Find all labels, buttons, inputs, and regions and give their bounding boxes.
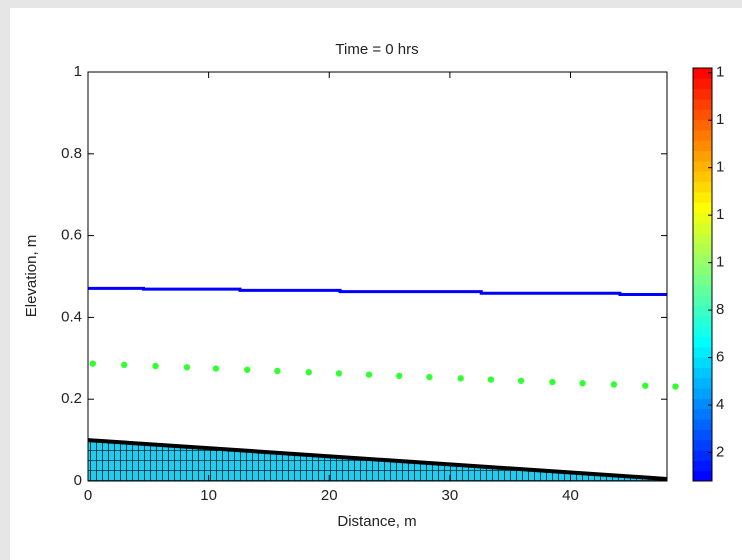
colorbar-band (693, 191, 712, 203)
colorbar-band (693, 367, 712, 379)
colorbar-band (693, 377, 712, 389)
marker (183, 364, 191, 371)
marker (365, 371, 373, 378)
colorbar-band (693, 129, 712, 141)
colorbar-band (693, 470, 712, 482)
marker (244, 366, 251, 373)
axes-box (87, 71, 668, 482)
colorbar-band (693, 202, 712, 214)
colorbar-band (693, 78, 712, 90)
colorbar-band (693, 357, 712, 368)
colorbar-tick-label: 8 (716, 301, 724, 318)
colorbar-band (693, 419, 712, 430)
y-tick-label: 1 (74, 63, 82, 80)
marker (305, 369, 312, 376)
colorbar-band (693, 119, 712, 131)
colorbar-band (693, 305, 712, 317)
marker (396, 372, 403, 380)
y-tick-label: 0 (74, 472, 82, 489)
colorbar-band (693, 346, 712, 358)
colorbar-band (693, 212, 712, 224)
water-surface-line (88, 286, 667, 296)
marker (426, 373, 433, 381)
colorbar-band (693, 429, 712, 441)
marker (274, 367, 281, 375)
colorbar-labels: 2 4 6 8 10 12 14 16 18 (716, 64, 733, 461)
x-tick-label: 20 (321, 487, 338, 504)
marker (212, 365, 220, 372)
marker (517, 377, 525, 384)
colorbar-tick-label: 10 (716, 254, 733, 271)
colorbar-tick-label: 16 (716, 111, 733, 128)
colorbar-tick-label: 14 (716, 159, 733, 176)
x-tick-label: 10 (200, 487, 217, 504)
marker (152, 362, 159, 370)
colorbar-band (693, 98, 712, 110)
y-tick-label: 0.6 (61, 227, 82, 244)
marker (487, 376, 495, 383)
colorbar-band (693, 88, 712, 100)
colorbar-tick-label: 2 (716, 443, 724, 460)
colorbar-tick-label: 12 (716, 206, 733, 223)
colorbar-band (693, 450, 712, 461)
colorbar-band (693, 408, 712, 420)
marker (610, 381, 618, 388)
x-tick-label: 0 (84, 487, 92, 504)
marker (579, 380, 586, 387)
colorbar-band (693, 140, 712, 152)
colorbar-band (693, 326, 712, 337)
marker (89, 360, 97, 367)
colorbar-band (693, 160, 712, 172)
marker (120, 361, 128, 369)
colorbar-band (693, 68, 712, 79)
colorbar-band (693, 460, 712, 472)
marker (335, 370, 343, 377)
colorbar-band (693, 295, 712, 306)
colorbar-band (693, 109, 712, 121)
colorbar-band (693, 171, 712, 183)
x-tick-label: 30 (442, 487, 459, 504)
colorbar-tick-label: 4 (716, 396, 724, 413)
colorbar-box (692, 67, 713, 482)
colorbar-band (693, 243, 712, 255)
marker (549, 378, 556, 386)
colorbar-band (693, 253, 712, 265)
colorbar-tick-label: 6 (716, 349, 724, 366)
colorbar-band (693, 439, 712, 451)
y-tick-label: 0.8 (61, 145, 82, 162)
marker (672, 383, 679, 390)
colorbar-band (693, 398, 712, 410)
colorbar-tick-label: 18 (716, 64, 733, 81)
colorbar-band (693, 264, 712, 275)
marker (642, 382, 649, 389)
y-tick-label: 0.4 (61, 308, 82, 325)
colorbar-band (693, 284, 712, 296)
colorbar-band (693, 222, 712, 234)
y-tick-label: 0.2 (61, 390, 82, 407)
colorbar-band (693, 315, 712, 327)
colorbar-band (693, 181, 712, 193)
x-tick-label: 40 (562, 487, 579, 504)
colorbar-band (693, 233, 712, 245)
x-axis-label: Distance, m (337, 513, 416, 530)
marker (457, 375, 464, 382)
bed-line (87, 438, 668, 481)
colorbar-band (693, 388, 712, 399)
colorbar-band (693, 336, 712, 348)
y-axis-label: Elevation, m (23, 235, 40, 318)
colorbar-band (693, 150, 712, 162)
colorbar-band (693, 274, 712, 286)
chart-title: Time = 0 hrs (335, 41, 418, 58)
